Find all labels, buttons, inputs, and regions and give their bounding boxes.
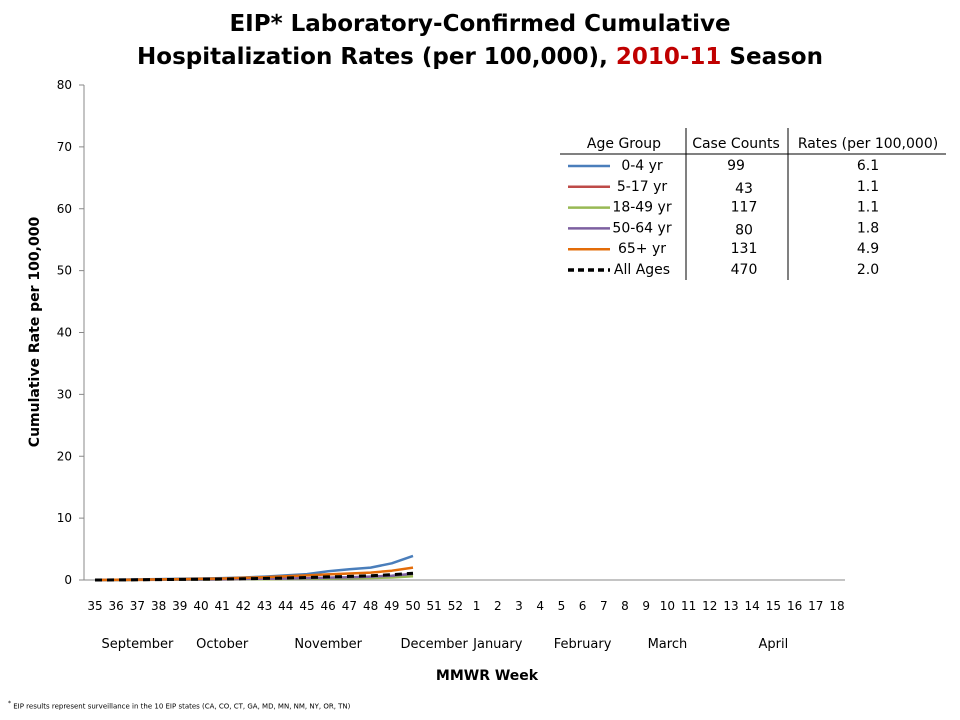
x-tick-label: 38 <box>151 599 166 613</box>
legend-label: 0-4 yr <box>621 158 663 174</box>
legend-rate: 1.1 <box>857 200 879 216</box>
legend-case-count: 131 <box>731 241 758 257</box>
x-tick-label: 15 <box>766 599 781 613</box>
x-tick-label: 35 <box>87 599 102 613</box>
series-line <box>94 571 414 582</box>
y-tick-label: 10 <box>57 511 72 525</box>
month-label: December <box>400 637 468 652</box>
month-label: January <box>472 637 523 652</box>
y-tick-label: 80 <box>57 78 72 92</box>
x-tick-label: 4 <box>536 599 544 613</box>
series-lines <box>94 554 414 582</box>
x-tick-label: 11 <box>681 599 696 613</box>
x-tick-label: 1 <box>473 599 481 613</box>
x-tick-label: 46 <box>321 599 336 613</box>
x-tick-label: 10 <box>660 599 675 613</box>
legend-label: 5-17 yr <box>617 179 668 195</box>
table-header: Age Group <box>587 136 661 152</box>
chart-title-line2-after: Season <box>721 44 823 70</box>
x-tick-label: 3 <box>515 599 523 613</box>
legend-rate: 2.0 <box>857 262 879 278</box>
y-axis-label: Cumulative Rate per 100,000 <box>27 217 43 448</box>
x-tick-label: 2 <box>494 599 502 613</box>
month-label: March <box>648 637 688 652</box>
x-tick-label: 43 <box>257 599 272 613</box>
x-axis-ticks: 35 36 37 38 39 40 41 42 43 44 45 46 47 48 49 50 51 52 1 2 3 4… <box>87 599 844 613</box>
legend-case-count: 80 <box>735 222 753 238</box>
x-tick-label: 41 <box>215 599 230 613</box>
x-tick-label: 42 <box>236 599 251 613</box>
footnote: * EIP results represent surveillance in … <box>8 700 350 710</box>
y-axis-ticks: 0 10 20 30 40 50 60 70 80 <box>57 78 84 587</box>
x-axis-label: MMWR Week <box>436 668 539 684</box>
x-tick-label: 39 <box>172 599 187 613</box>
legend-label: All Ages <box>614 262 670 278</box>
y-tick-label: 0 <box>64 573 72 587</box>
x-tick-label: 6 <box>579 599 587 613</box>
x-tick-label: 51 <box>427 599 442 613</box>
chart-title-line2-before: Hospitalization Rates (per 100,000), <box>137 44 616 70</box>
legend-rate: 1.1 <box>857 179 879 195</box>
footnote-text: EIP results represent surveillance in th… <box>13 702 351 711</box>
x-tick-label: 40 <box>193 599 208 613</box>
legend-label: 50-64 yr <box>612 220 671 236</box>
month-label: February <box>554 637 612 652</box>
x-tick-label: 12 <box>702 599 717 613</box>
x-tick-label: 17 <box>808 599 823 613</box>
legend-table: Age Group Case Counts Rates (per 100,000) 0… <box>560 128 946 280</box>
x-tick-label: 8 <box>621 599 629 613</box>
x-tick-label: 36 <box>109 599 124 613</box>
x-tick-label: 16 <box>787 599 802 613</box>
legend-rate: 4.9 <box>857 241 879 257</box>
x-tick-label: 14 <box>745 599 760 613</box>
x-tick-label: 9 <box>642 599 650 613</box>
legend-label: 18-49 yr <box>612 200 671 216</box>
x-tick-label: 7 <box>600 599 608 613</box>
x-tick-label: 5 <box>558 599 566 613</box>
chart-title-season: 2010-11 <box>615 44 722 70</box>
legend-rate: 1.8 <box>857 220 879 236</box>
x-tick-label: 18 <box>829 599 844 613</box>
footnote-marker: * <box>8 700 11 707</box>
legend-rate: 6.1 <box>857 158 879 174</box>
table-header: Case Counts <box>692 136 780 152</box>
month-label: October <box>196 637 249 652</box>
legend-case-count: 99 <box>727 158 745 174</box>
legend-case-count: 470 <box>731 262 758 278</box>
month-label: September <box>101 637 174 652</box>
y-tick-label: 70 <box>57 140 72 154</box>
y-tick-label: 60 <box>57 202 72 216</box>
month-label: November <box>294 637 362 652</box>
chart-title: EIP* Laboratory-Confirmed Cumulative Hos… <box>0 8 960 74</box>
x-tick-label: 50 <box>405 599 420 613</box>
x-tick-label: 49 <box>384 599 399 613</box>
legend-case-count: 117 <box>731 200 758 216</box>
table-header: Rates (per 100,000) <box>798 136 938 152</box>
month-labels: September October November December January F… <box>101 637 788 652</box>
y-tick-label: 20 <box>57 449 72 463</box>
legend-case-count: 43 <box>735 181 753 197</box>
x-tick-label: 44 <box>278 599 293 613</box>
legend-label: 65+ yr <box>618 241 666 257</box>
y-tick-label: 30 <box>57 387 72 401</box>
x-tick-label: 47 <box>342 599 357 613</box>
chart-title-line1: EIP* Laboratory-Confirmed Cumulative <box>229 11 731 37</box>
y-tick-label: 50 <box>57 264 72 278</box>
y-tick-label: 40 <box>57 326 72 340</box>
x-tick-label: 48 <box>363 599 378 613</box>
x-tick-label: 13 <box>723 599 738 613</box>
x-tick-label: 37 <box>130 599 145 613</box>
x-tick-label: 52 <box>448 599 463 613</box>
month-label: April <box>759 637 789 652</box>
x-tick-label: 45 <box>299 599 314 613</box>
